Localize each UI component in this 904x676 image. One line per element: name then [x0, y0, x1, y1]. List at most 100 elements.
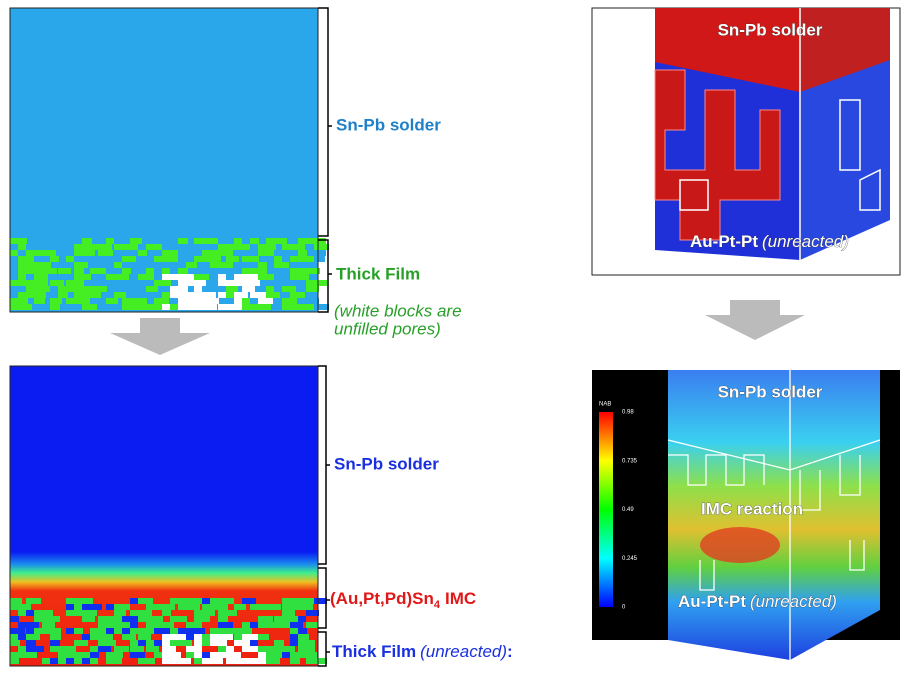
texture-block: [306, 286, 319, 292]
texture-block: [50, 298, 62, 304]
texture-block: [218, 244, 226, 250]
texture-block: [162, 256, 170, 262]
texture-block: [82, 238, 92, 244]
texture-block: [258, 274, 267, 280]
texture-block: [74, 628, 83, 634]
texture-block: [90, 268, 99, 274]
texture-block: [298, 604, 313, 610]
texture-block: [122, 634, 136, 640]
texture-block: [42, 250, 56, 256]
texture-block: [154, 616, 163, 622]
label: Sn-Pb solder: [718, 382, 823, 401]
texture-block: [130, 238, 142, 244]
texture-block: [26, 634, 40, 640]
texture-block: [66, 658, 75, 664]
texture-block: [50, 280, 64, 286]
texture-block: [130, 652, 145, 658]
texture-block: [178, 634, 187, 640]
texture-block: [298, 256, 306, 262]
texture-block: [282, 256, 290, 262]
label: Thick Film: [336, 264, 420, 283]
label-part: Thick Film: [332, 642, 416, 661]
texture-block: [66, 298, 75, 304]
texture-block: [154, 604, 162, 610]
texture-block: [194, 286, 203, 292]
texture-block: [162, 646, 176, 652]
label: Au-Pt-Pt(unreacted): [678, 592, 837, 611]
texture-block: [306, 598, 314, 604]
texture-block: [314, 280, 327, 286]
texture-block: [210, 250, 219, 256]
colorbar-tick-label: 0.245: [622, 556, 638, 562]
texture-block: [218, 622, 233, 628]
label: Sn-Pb solder: [334, 454, 439, 473]
texture-block: [186, 298, 194, 304]
texture-block: [42, 622, 55, 628]
texture-block: [170, 652, 181, 658]
texture-block: [154, 622, 162, 628]
texture-block: [306, 652, 317, 658]
texture-block: [42, 262, 51, 268]
label: Thick Film(unreacted):: [332, 642, 513, 661]
texture-block: [186, 622, 194, 628]
texture-block: [162, 622, 174, 628]
texture-block: [114, 274, 129, 280]
texture-block: [146, 268, 154, 274]
texture-block: [90, 292, 101, 298]
texture-block: [298, 250, 307, 256]
texture-block: [186, 292, 195, 298]
texture-block: [66, 304, 74, 310]
texture-block: [298, 274, 309, 280]
texture-block: [74, 262, 88, 268]
texture-block: [154, 256, 163, 262]
texture-block: [122, 256, 136, 262]
texture-block: [170, 634, 179, 640]
texture-block: [314, 304, 329, 310]
texture-block: [218, 250, 233, 256]
texture-block: [178, 250, 188, 256]
texture-block: [138, 292, 152, 298]
texture-block: [122, 268, 131, 274]
texture-block: [290, 658, 300, 664]
texture-block: [146, 646, 159, 652]
texture-block: [258, 298, 273, 304]
texture-block: [234, 292, 248, 298]
texture-block: [130, 244, 138, 250]
texture-block: [18, 304, 32, 310]
label-part: (Au,Pt,Pd)Sn: [330, 589, 434, 608]
texture-block: [82, 292, 90, 298]
texture-block: [258, 634, 269, 640]
texture-block: [98, 640, 107, 646]
texture-block: [266, 292, 280, 298]
texture-block: [226, 658, 235, 664]
texture-block: [170, 640, 179, 646]
texture-block: [314, 250, 326, 256]
texture-block: [162, 628, 170, 634]
texture-block: [266, 244, 276, 250]
texture-block: [242, 628, 252, 634]
colorbar: [599, 412, 613, 607]
texture-block: [162, 280, 171, 286]
texture-block: [34, 646, 44, 652]
texture-block: [146, 658, 155, 664]
texture-block: [74, 652, 82, 658]
texture-block: [170, 256, 178, 262]
texture-block: [226, 598, 234, 604]
texture-block: [114, 616, 123, 622]
texture-block: [202, 286, 211, 292]
texture-block: [186, 628, 194, 634]
texture-block: [306, 298, 319, 304]
texture-block: [186, 604, 200, 610]
texture-block: [42, 286, 50, 292]
texture-block: [282, 286, 296, 292]
texture-block: [178, 640, 192, 646]
texture-block: [194, 256, 203, 262]
texture-block: [242, 598, 256, 604]
texture-block: [98, 286, 107, 292]
texture-block: [154, 640, 162, 646]
texture-block: [218, 604, 228, 610]
texture-block: [162, 274, 171, 280]
texture-block: [266, 274, 274, 280]
texture-block: [82, 610, 97, 616]
